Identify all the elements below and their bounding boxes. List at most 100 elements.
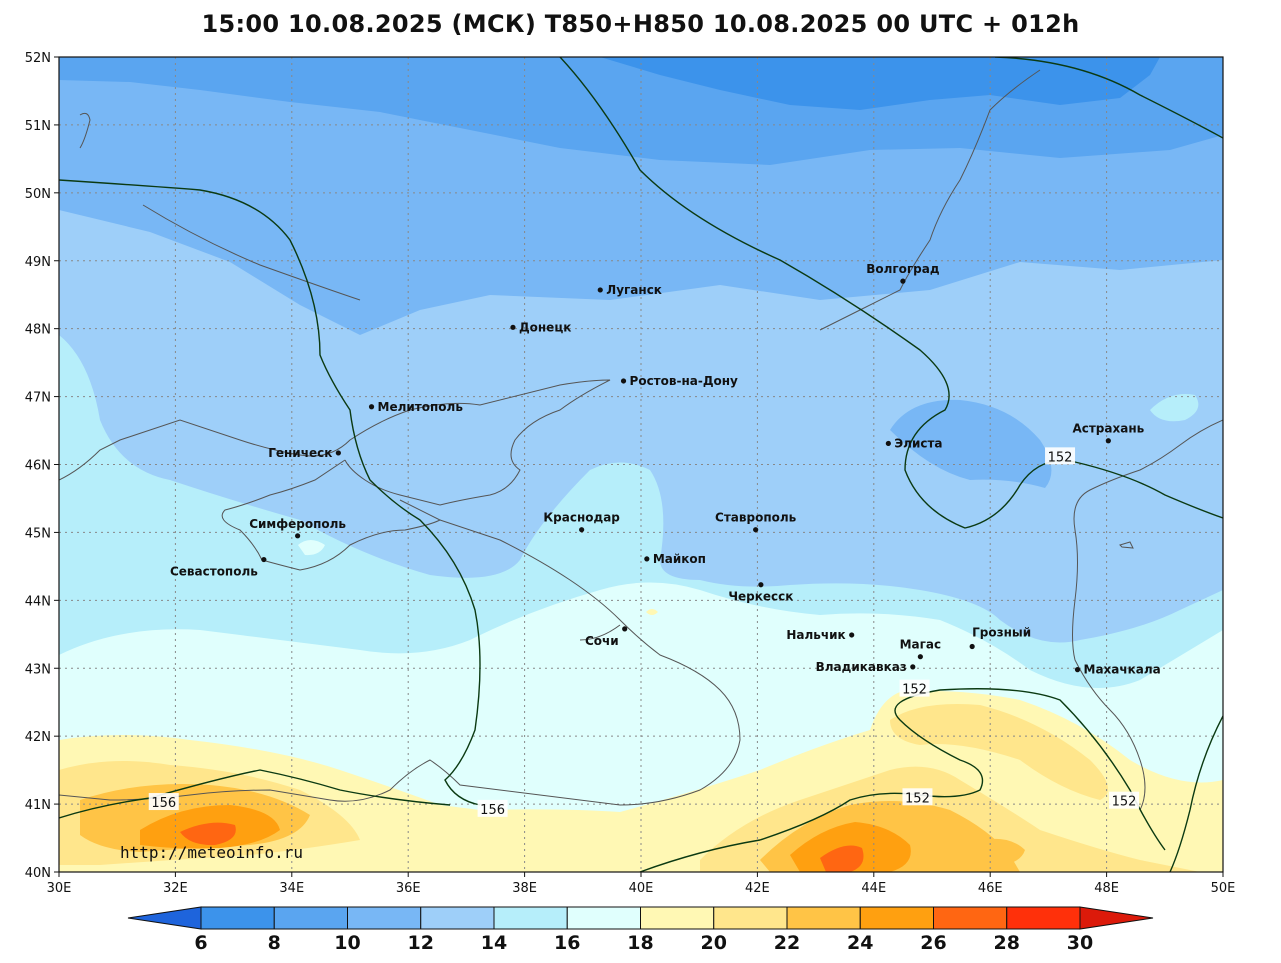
map-axes: 30E 32E 34E 36E 38E 40E 42E 44E 46E 48E 50E 40N 41N 4… — [25, 51, 1236, 896]
band-10-12-east — [890, 399, 1052, 488]
city-label: Луганск — [606, 283, 662, 297]
colorbar-bin — [347, 906, 422, 930]
colorbar-bin — [859, 906, 934, 930]
contour-label: 156 — [480, 803, 505, 818]
contour-label: 152 — [905, 791, 930, 806]
colorbar-label: 6 — [194, 932, 207, 954]
city-dot — [368, 404, 375, 410]
lon-tick-label: 50E — [1211, 881, 1236, 896]
colorbar-bin — [1006, 906, 1081, 930]
city-label: Волгоград — [866, 262, 940, 276]
lat-tick-label: 52N — [25, 51, 51, 66]
city-label: Мелитополь — [378, 400, 464, 414]
contour-se — [1169, 715, 1223, 872]
contour-label-bg — [1109, 791, 1140, 809]
lon-tick-label: 46E — [978, 881, 1003, 896]
colorbar-bin — [273, 906, 348, 930]
colorbar: 6 8 10 12 14 16 18 20 22 24 26 28 30 — [127, 906, 1154, 954]
city-dot — [1105, 438, 1111, 444]
city-dot — [510, 324, 516, 330]
lat-tick-label: 51N — [25, 119, 51, 134]
colorbar-label: 10 — [334, 932, 360, 954]
city-dot — [969, 643, 975, 650]
contour-label-bg — [148, 793, 179, 811]
colorbar-bin — [933, 906, 1008, 930]
lat-tick-label: 48N — [25, 323, 51, 338]
city-dot — [910, 664, 916, 670]
colorbar-bin — [713, 906, 788, 930]
city-dot — [335, 450, 341, 456]
contour-label-bg — [899, 679, 930, 697]
contour-labels: 152 152 152 152 156 156 — [148, 447, 1140, 818]
colorbar-bin — [493, 906, 568, 930]
city-label: Симферополь — [249, 517, 346, 531]
colorbar-bin — [640, 906, 715, 930]
lat-tick-label: 43N — [25, 662, 51, 677]
colorbar-label: 14 — [481, 932, 507, 954]
band-16-18-crimea — [298, 540, 325, 556]
lat-tick-label: 49N — [25, 255, 51, 270]
city-label: Астрахань — [1072, 422, 1144, 436]
lat-tick-label: 47N — [25, 391, 51, 406]
city-label: Краснодар — [543, 511, 620, 525]
colorbar-label: 30 — [1067, 932, 1093, 954]
contour-label: 152 — [1112, 795, 1137, 810]
city-dot — [620, 378, 627, 384]
city-dot — [900, 278, 906, 284]
colorbar-label: 28 — [994, 932, 1020, 954]
city-dot — [597, 287, 603, 293]
city-dot — [758, 582, 764, 588]
contour-label: 156 — [151, 796, 176, 811]
city-dot — [622, 626, 628, 632]
contour-ne — [994, 57, 1223, 139]
city-label: Майкоп — [653, 552, 706, 566]
lat-tick-label: 40N — [25, 866, 51, 881]
colorbar-bin — [786, 906, 861, 930]
geopotential-contours — [59, 57, 1223, 872]
city-dot — [644, 556, 650, 562]
lon-tick-label: 48E — [1094, 881, 1119, 896]
city-label: Ростов-на-Дону — [630, 374, 739, 388]
lon-tick-label: 44E — [861, 881, 886, 896]
colorbar-label: 22 — [774, 932, 800, 954]
lat-tick-label: 44N — [25, 594, 51, 609]
coordinate-grid — [59, 57, 1223, 872]
city-dot — [1074, 667, 1081, 673]
colorbar-extend-low — [127, 906, 202, 930]
colorbar-label: 18 — [627, 932, 653, 954]
contour-west — [59, 179, 481, 806]
contour-152-south — [639, 688, 1166, 872]
city-dot — [295, 533, 301, 539]
lon-tick-label: 40E — [629, 881, 654, 896]
colorbar-label: 8 — [268, 932, 281, 954]
city-dot — [579, 527, 585, 533]
lat-tick-label: 41N — [25, 798, 51, 813]
colorbar-label: 20 — [701, 932, 727, 954]
city-dot — [261, 556, 267, 563]
city-label: Севастополь — [170, 565, 258, 579]
lon-tick-label: 42E — [745, 881, 770, 896]
lat-tick-label: 46N — [25, 459, 51, 474]
city-label: Махачкала — [1084, 663, 1161, 677]
city-label: Магас — [900, 638, 942, 652]
lon-tick-label: 32E — [163, 881, 188, 896]
coastlines — [59, 69, 1223, 811]
band-22-24 — [80, 784, 1025, 872]
contour-label-bg — [477, 799, 508, 817]
lon-tick-label: 34E — [279, 881, 304, 896]
colorbar-extend-high — [1079, 906, 1154, 930]
city-dot — [849, 632, 855, 638]
city-label: Ставрополь — [715, 511, 797, 525]
lon-tick-label: 36E — [396, 881, 421, 896]
band-14-16-east — [1150, 394, 1199, 422]
band-6-8 — [600, 57, 1160, 110]
credit-text: http://meteoinfo.ru — [120, 843, 303, 862]
contour-152-north — [559, 57, 1223, 529]
contour-label: 152 — [902, 683, 927, 698]
colorbar-label: 12 — [408, 932, 434, 954]
lat-tick-label: 42N — [25, 730, 51, 745]
lon-tick-label: 30E — [47, 881, 72, 896]
contour-label: 152 — [1048, 450, 1073, 465]
city-dot — [753, 527, 759, 533]
colorbar-bin — [420, 906, 495, 930]
